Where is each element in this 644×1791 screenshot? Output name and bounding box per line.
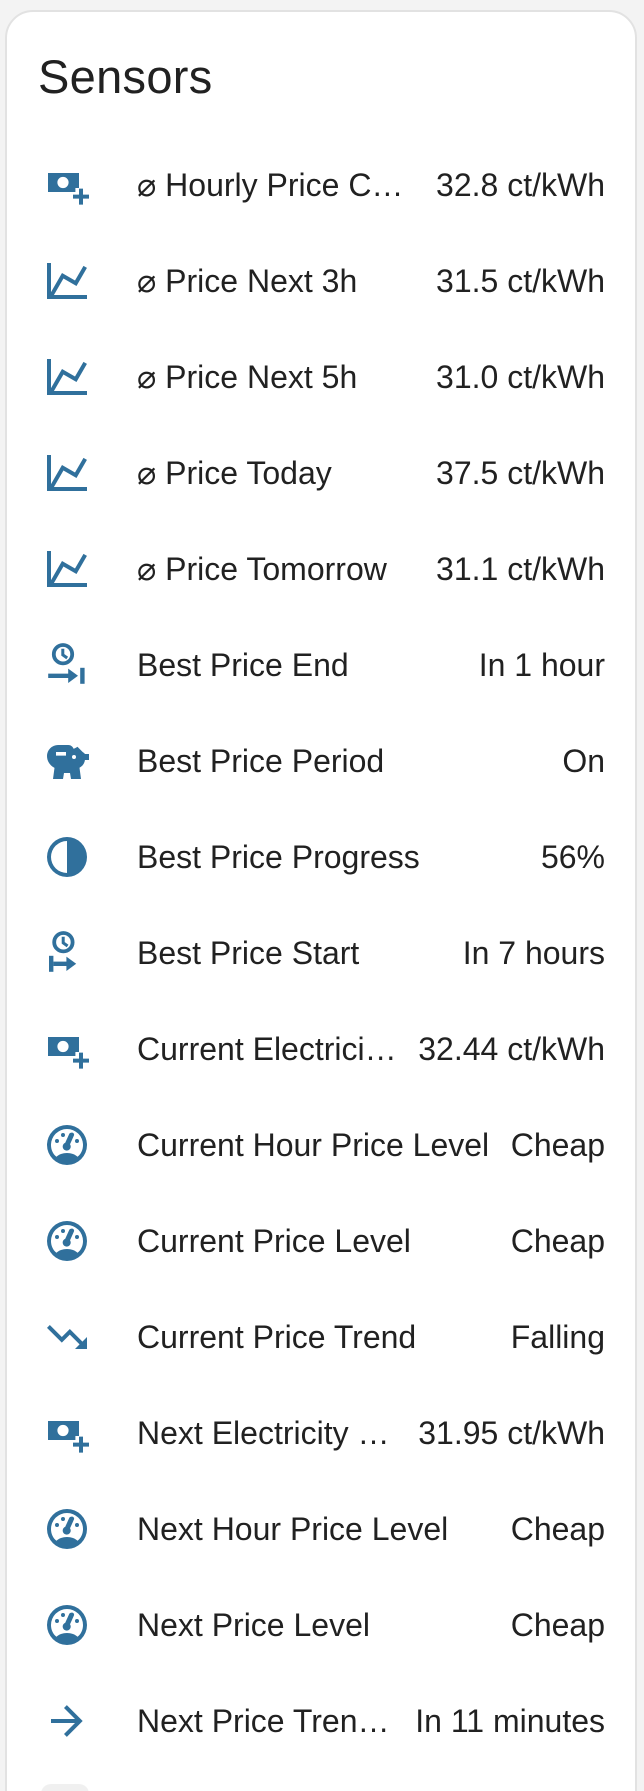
- sensor-name: Current Price Level: [137, 1222, 411, 1259]
- sensor-name: Next Price Level: [137, 1606, 370, 1643]
- sensor-name: ⌀ Price Today: [137, 455, 332, 491]
- gauge-icon: [43, 1601, 91, 1649]
- piggy-bank-icon: [43, 737, 91, 785]
- circle-half-icon: [43, 833, 91, 881]
- sensor-value: 56%: [540, 838, 605, 875]
- sensor-row[interactable]: Best Price Progress 56%: [7, 809, 635, 905]
- sensor-name: ⌀ Hourly Price Current: [137, 167, 420, 203]
- sensor-name: ⌀ Price Next 3h: [137, 263, 358, 299]
- sensor-row[interactable]: Next Electricity Price 31.95 ct/kWh: [7, 1385, 635, 1481]
- card-title: Sensors: [38, 50, 213, 103]
- sensor-row[interactable]: Best Price Period On: [7, 713, 635, 809]
- sensor-row[interactable]: ⌀ Hourly Price Current 32.8 ct/kWh: [7, 137, 635, 233]
- cash-plus-icon: [43, 1409, 91, 1457]
- clock-start-icon: [43, 929, 91, 977]
- sensor-row[interactable]: Current Hour Price Level Cheap: [7, 1097, 635, 1193]
- chart-line-icon: [43, 257, 91, 305]
- sensor-name: Current Electricity Pr…: [137, 1030, 402, 1067]
- chart-line-icon: [43, 449, 91, 497]
- sensor-row[interactable]: ⌀ Price Tomorrow 31.1 ct/kWh: [7, 521, 635, 617]
- sensor-value: Cheap: [510, 1126, 605, 1163]
- sensor-value: In 11 minutes: [415, 1702, 605, 1739]
- arrow-right-icon: [43, 1697, 91, 1745]
- sensor-row[interactable]: ⌀ Price Today 37.5 ct/kWh: [7, 425, 635, 521]
- sensor-name: Current Hour Price Level: [137, 1126, 490, 1163]
- sensor-row[interactable]: Best Price End In 1 hour: [7, 617, 635, 713]
- sensors-card: Sensors ⌀ Hourly Price Current 32.8 ct/k…: [5, 10, 637, 1791]
- sensor-value: 32.44 ct/kWh: [418, 1030, 605, 1067]
- sensor-value: 31.0 ct/kWh: [436, 358, 605, 395]
- sensor-list: ⌀ Hourly Price Current 32.8 ct/kWh ⌀ Pri…: [7, 137, 635, 1769]
- sensor-value: 31.95 ct/kWh: [418, 1414, 605, 1451]
- sensor-name: Next Price Trend Ch…: [137, 1702, 399, 1739]
- sensor-value: Cheap: [510, 1606, 605, 1643]
- sensor-name: ⌀ Price Next 5h: [137, 359, 358, 395]
- gauge-icon: [43, 1121, 91, 1169]
- sensor-value: In 7 hours: [462, 934, 605, 971]
- sensor-value: 32.8 ct/kWh: [436, 166, 605, 203]
- sensor-value: In 1 hour: [478, 646, 605, 683]
- sensor-name: ⌀ Price Tomorrow: [137, 551, 387, 587]
- sensor-row[interactable]: Next Price Level Cheap: [7, 1577, 635, 1673]
- sensor-row[interactable]: Next Hour Price Level Cheap: [7, 1481, 635, 1577]
- cash-plus-icon: [43, 161, 91, 209]
- sensor-name: Best Price End: [137, 646, 349, 683]
- clock-end-icon: [43, 641, 91, 689]
- partial-next-row-icon: [41, 1784, 89, 1791]
- sensor-row[interactable]: ⌀ Price Next 3h 31.5 ct/kWh: [7, 233, 635, 329]
- sensor-name: Next Hour Price Level: [137, 1510, 449, 1547]
- gauge-icon: [43, 1217, 91, 1265]
- sensor-name: Current Price Trend: [137, 1318, 417, 1355]
- sensor-row[interactable]: Best Price Start In 7 hours: [7, 905, 635, 1001]
- sensor-value: Falling: [510, 1318, 605, 1355]
- sensor-value: Cheap: [510, 1222, 605, 1259]
- sensor-name: Best Price Progress: [137, 838, 420, 875]
- chart-line-icon: [43, 353, 91, 401]
- sensor-name: Best Price Period: [137, 742, 385, 779]
- cash-plus-icon: [43, 1025, 91, 1073]
- sensor-row[interactable]: Next Price Trend Ch… In 11 minutes: [7, 1673, 635, 1769]
- trending-down-icon: [43, 1313, 91, 1361]
- sensor-name: Best Price Start: [137, 934, 360, 971]
- sensor-value: 31.5 ct/kWh: [436, 262, 605, 299]
- sensor-row[interactable]: Current Electricity Pr… 32.44 ct/kWh: [7, 1001, 635, 1097]
- chart-line-icon: [43, 545, 91, 593]
- sensor-value: Cheap: [510, 1510, 605, 1547]
- sensor-name: Next Electricity Price: [137, 1414, 403, 1451]
- sensor-value: 37.5 ct/kWh: [436, 454, 605, 491]
- sensor-value: 31.1 ct/kWh: [436, 550, 605, 587]
- gauge-icon: [43, 1505, 91, 1553]
- sensor-row[interactable]: ⌀ Price Next 5h 31.0 ct/kWh: [7, 329, 635, 425]
- sensor-row[interactable]: Current Price Level Cheap: [7, 1193, 635, 1289]
- sensor-value: On: [562, 742, 605, 779]
- sensor-row[interactable]: Current Price Trend Falling: [7, 1289, 635, 1385]
